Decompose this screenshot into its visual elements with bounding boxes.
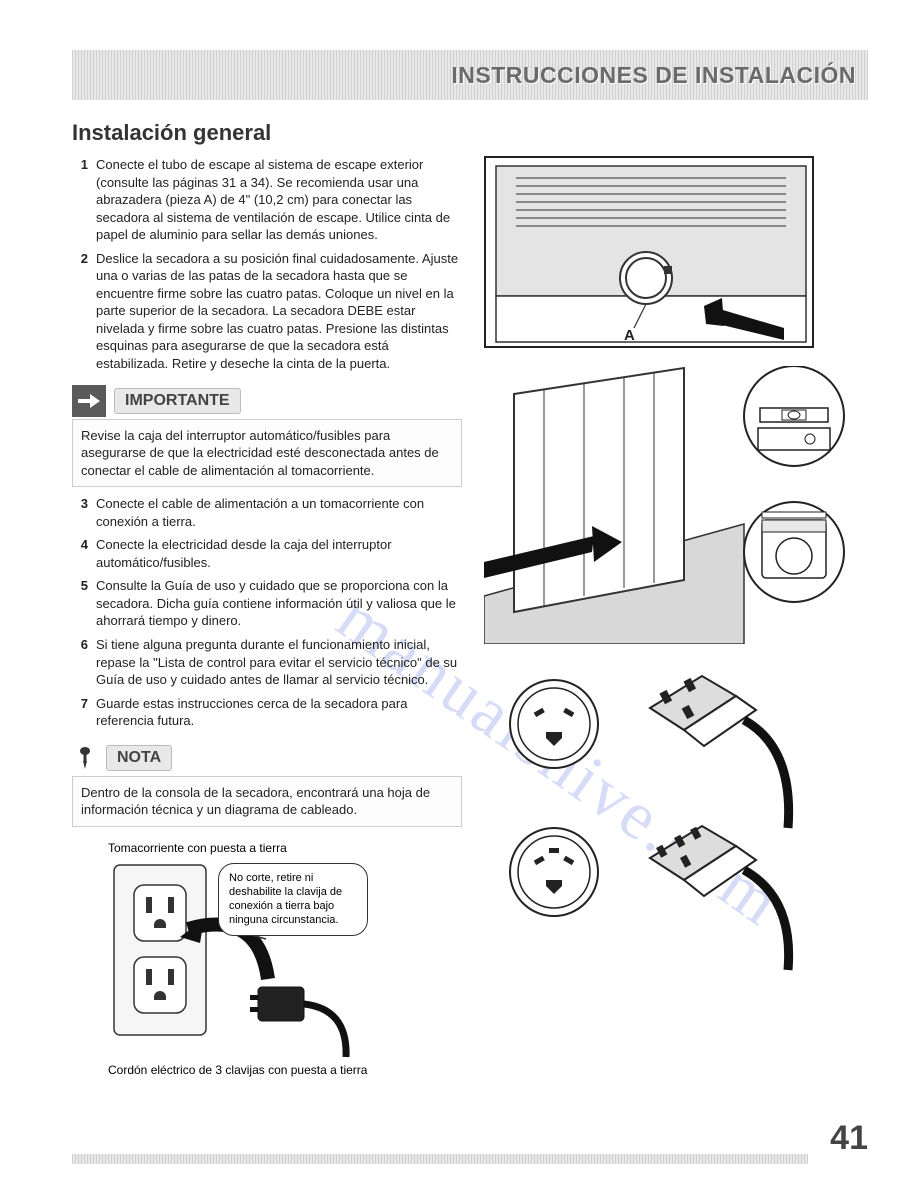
step-item: 2 Deslice la secadora a su posición fina… (72, 250, 462, 373)
figure-exhaust: A (484, 156, 814, 348)
step-item: 1 Conecte el tubo de escape al sistema d… (72, 156, 462, 244)
step-text: Deslice la secadora a su posición final … (96, 250, 462, 373)
page-number: 41 (830, 1119, 868, 1158)
step-number: 4 (72, 536, 96, 571)
outlet-illustration: No corte, retire ni deshabilite la clavi… (108, 859, 398, 1059)
step-number: 6 (72, 636, 96, 689)
figure-leveling (484, 366, 854, 644)
step-number: 3 (72, 495, 96, 530)
outlet-caption-top: Tomacorriente con puesta a tierra (108, 841, 462, 855)
outlet-caption-bottom: Cordón eléctrico de 3 clavijas con puest… (108, 1063, 462, 1077)
figure-plugs (484, 662, 814, 972)
nota-body: Dentro de la consola de la secadora, enc… (72, 776, 462, 827)
step-item: 4 Conecte la electricidad desde la caja … (72, 536, 462, 571)
step-text: Conecte el tubo de escape al sistema de … (96, 156, 462, 244)
outlet-balloon: No corte, retire ni deshabilite la clavi… (218, 863, 368, 936)
step-number: 7 (72, 695, 96, 730)
arrow-right-icon (72, 385, 106, 417)
steps-list-b: 3 Conecte el cable de alimentación a un … (72, 495, 462, 730)
pushpin-icon (72, 742, 98, 774)
callout-header: NOTA (72, 742, 462, 774)
nota-callout: NOTA Dentro de la consola de la secadora… (72, 742, 462, 827)
step-text: Conecte la electricidad desde la caja de… (96, 536, 462, 571)
content-area: Instalación general 1 Conecte el tubo de… (72, 120, 868, 1108)
callout-header: IMPORTANTE (72, 385, 462, 417)
step-text: Si tiene alguna pregunta durante el func… (96, 636, 462, 689)
right-column: A (484, 156, 868, 1078)
importante-callout: IMPORTANTE Revise la caja del interrupto… (72, 385, 462, 488)
header-band: INSTRUCCIONES DE INSTALACIÓN (72, 50, 868, 100)
step-item: 6 Si tiene alguna pregunta durante el fu… (72, 636, 462, 689)
importante-body: Revise la caja del interruptor automátic… (72, 419, 462, 488)
step-text: Consulte la Guía de uso y cuidado que se… (96, 577, 462, 630)
importante-label: IMPORTANTE (114, 388, 241, 414)
footer-band (72, 1154, 808, 1164)
left-column: 1 Conecte el tubo de escape al sistema d… (72, 156, 462, 1078)
step-item: 3 Conecte el cable de alimentación a un … (72, 495, 462, 530)
step-number: 1 (72, 156, 96, 244)
nota-label: NOTA (106, 745, 172, 771)
step-text: Guarde estas instrucciones cerca de la s… (96, 695, 462, 730)
section-title: Instalación general (72, 120, 868, 146)
step-number: 2 (72, 250, 96, 373)
figure-label-a: A (624, 327, 635, 344)
step-text: Conecte el cable de alimentación a un to… (96, 495, 462, 530)
step-item: 5 Consulte la Guía de uso y cuidado que … (72, 577, 462, 630)
two-column-layout: 1 Conecte el tubo de escape al sistema d… (72, 156, 868, 1078)
page-header-title: INSTRUCCIONES DE INSTALACIÓN (451, 62, 856, 89)
steps-list-a: 1 Conecte el tubo de escape al sistema d… (72, 156, 462, 373)
step-item: 7 Guarde estas instrucciones cerca de la… (72, 695, 462, 730)
step-number: 5 (72, 577, 96, 630)
outlet-illustration-section: Tomacorriente con puesta a tierra (108, 841, 462, 1078)
